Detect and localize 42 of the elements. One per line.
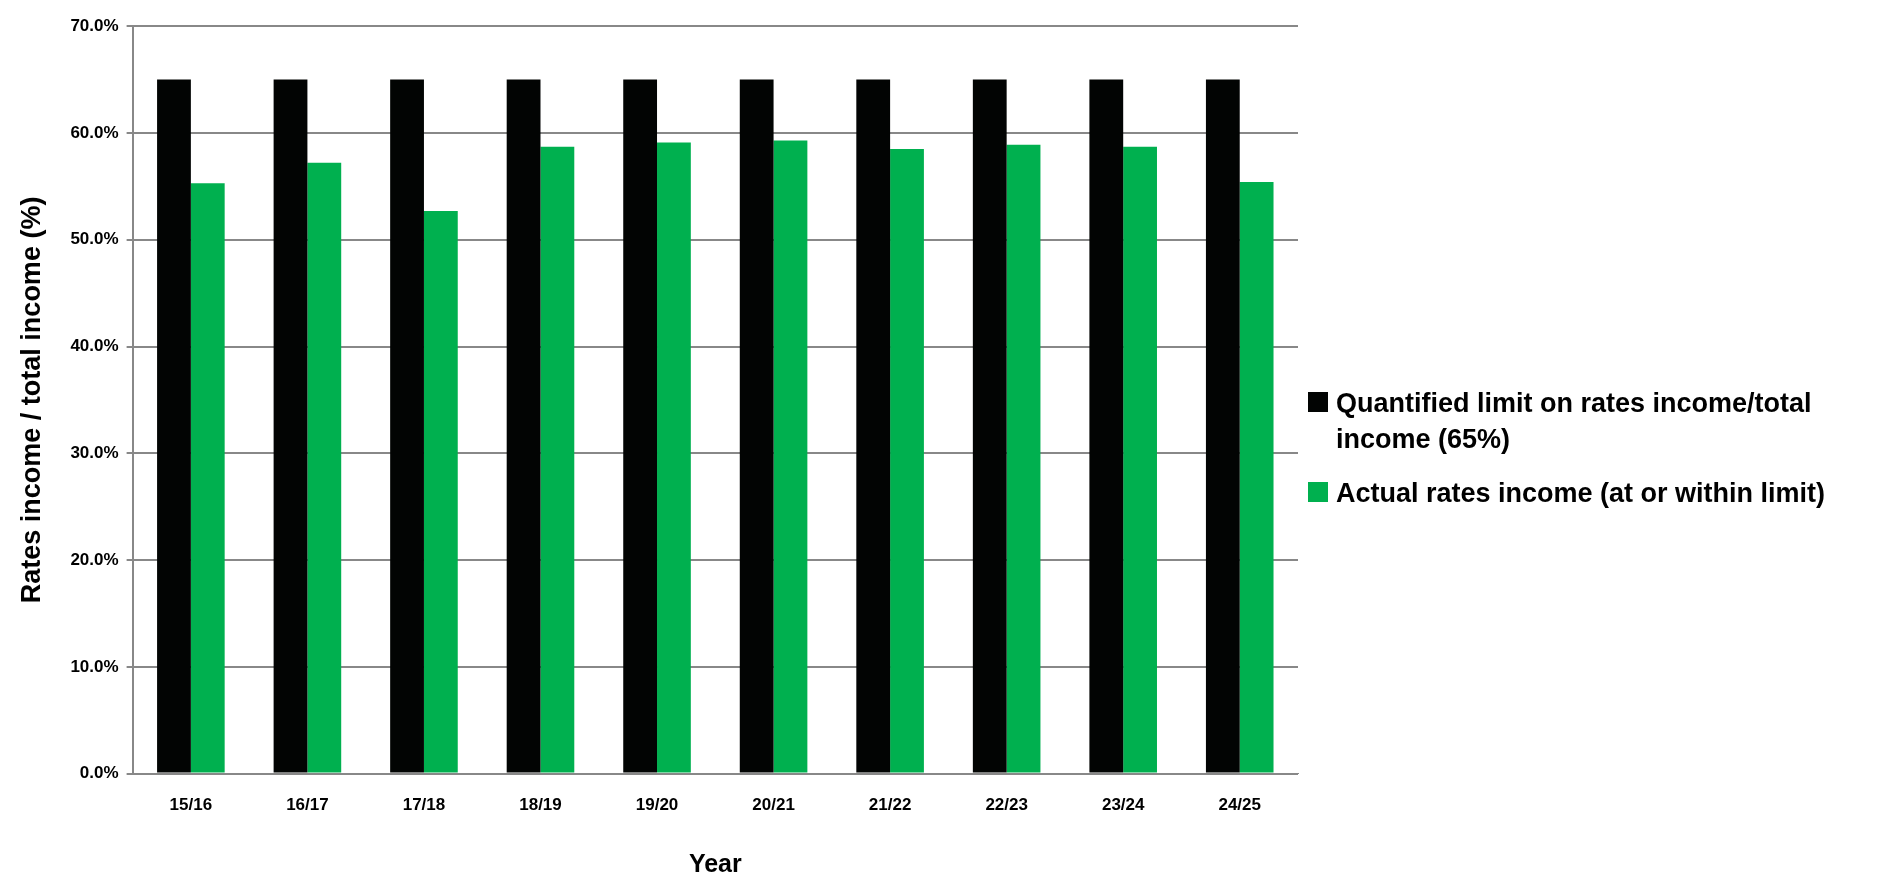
y-tick-label: 30.0% [70,442,119,462]
x-tick-label: 20/21 [752,795,795,815]
legend-label: Quantified limit on rates income/total income (65%) [1336,387,1813,456]
bar [739,79,774,773]
legend-label: Actual rates income (at or within limit) [1336,477,1826,510]
bar [1205,79,1240,773]
bar [190,183,225,773]
bar [540,146,575,773]
x-tick-label: 24/25 [1218,795,1261,815]
y-tick-label: 40.0% [70,336,119,356]
x-tick-label: 17/18 [402,795,446,815]
bar [890,148,924,773]
bar [157,79,191,773]
y-tick-label: 0.0% [79,763,119,783]
bar [856,79,891,773]
x-tick-label: 15/16 [169,795,213,815]
x-tick-label: 19/20 [635,795,679,815]
y-axis-title: Rates income / total income (%) [15,196,46,604]
x-tick-label: 18/19 [519,795,562,815]
bar [1089,79,1124,773]
bar [773,140,808,773]
bar [623,79,658,773]
bar [1123,146,1157,773]
bar [423,210,458,773]
y-tick-label: 70.0% [70,15,119,35]
x-tick-label: 23/24 [1101,795,1145,815]
x-tick-label: 16/17 [286,795,329,815]
bar [307,162,342,773]
bar [972,79,1007,773]
x-axis-title: Year [688,848,742,877]
y-tick-label: 10.0% [70,656,119,676]
y-tick-label: 60.0% [70,122,119,142]
x-tick-label: 22/23 [985,795,1028,815]
y-tick-label: 20.0% [70,549,119,569]
bar [657,142,691,773]
bar [390,79,424,773]
bar [1006,144,1041,773]
y-tick-label: 50.0% [70,229,119,249]
bar [1239,182,1274,773]
bar [273,79,308,773]
x-tick-label: 21/22 [868,795,912,815]
bar [506,79,541,773]
